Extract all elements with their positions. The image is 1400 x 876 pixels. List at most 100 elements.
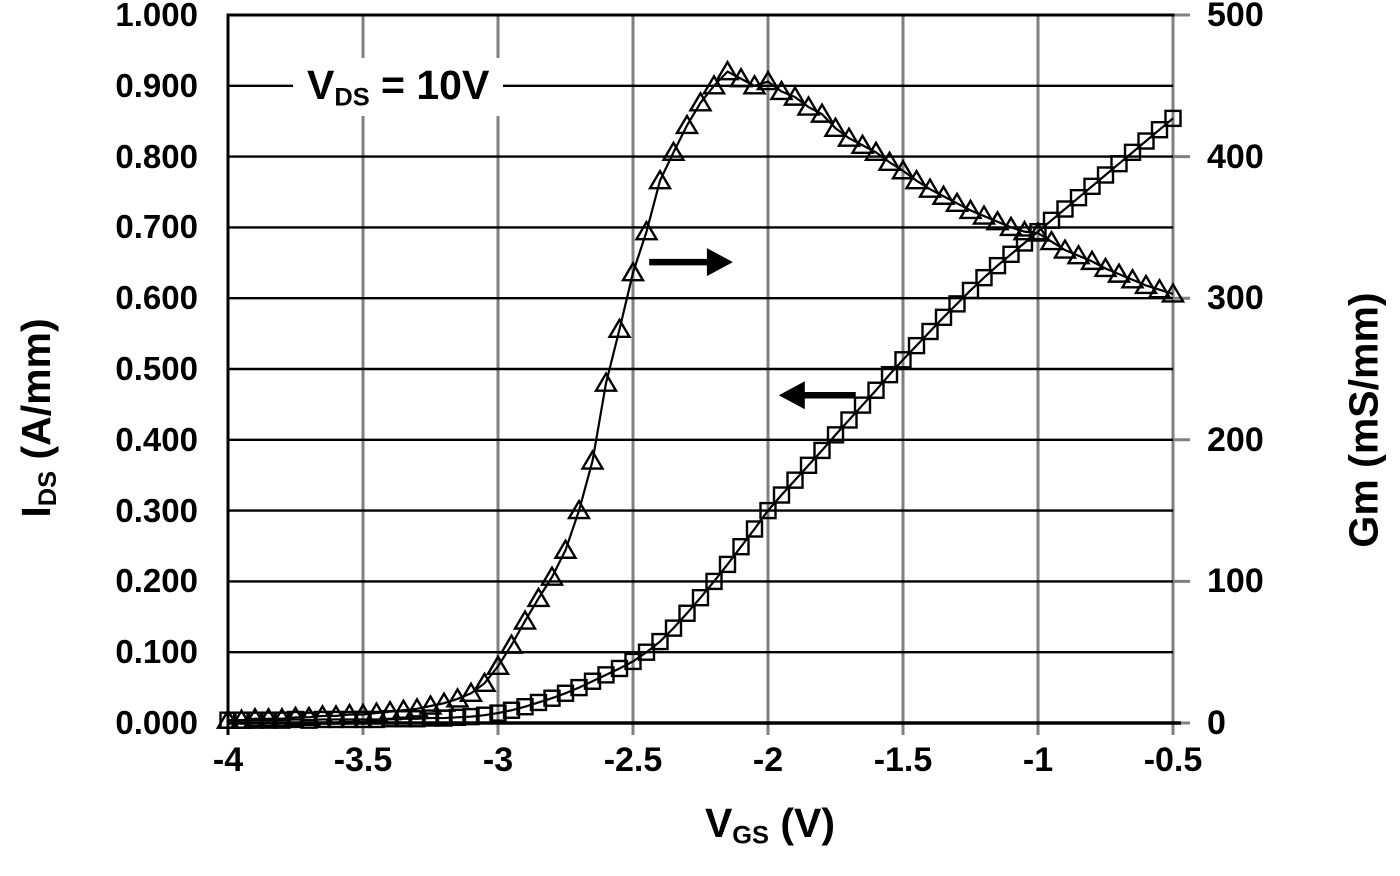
vds-condition-annotation: VDS = 10V [293, 58, 504, 117]
triangle-marker [877, 150, 902, 171]
triangle-marker [377, 699, 403, 721]
triangle-marker [526, 586, 551, 608]
square-marker [1042, 211, 1061, 230]
square-marker [705, 572, 723, 591]
triangle-marker [890, 158, 916, 180]
triangle-marker [769, 79, 794, 101]
triangle-marker [931, 184, 956, 205]
triangle-marker [620, 260, 646, 282]
x-axis-title: VGS (V) [704, 800, 836, 850]
triangle-marker [1066, 243, 1091, 265]
triangle-marker [971, 204, 997, 225]
triangle-marker [958, 198, 983, 220]
triangle-marker [836, 126, 862, 147]
triangle-marker [391, 698, 416, 719]
triangle-marker [688, 90, 713, 112]
triangle-marker [1025, 221, 1051, 242]
triangle-marker [1012, 219, 1037, 241]
triangle-marker [1133, 273, 1159, 295]
square-marker [448, 708, 467, 727]
triangle-marker [553, 538, 578, 559]
triangle-marker [418, 694, 443, 715]
triangle-marker [796, 95, 821, 116]
square-marker [921, 322, 939, 341]
square-marker [1150, 120, 1169, 139]
triangle-marker [701, 73, 727, 95]
triangle-marker [728, 66, 754, 88]
square-marker [840, 411, 858, 429]
triangle-marker [755, 69, 781, 91]
triangle-marker [310, 704, 335, 725]
square-marker [678, 604, 696, 622]
square-marker [867, 381, 885, 399]
square-marker [1083, 177, 1101, 196]
square-marker [516, 698, 534, 716]
triangle-marker [539, 565, 565, 586]
square-marker [880, 365, 899, 384]
triangle-marker [1106, 262, 1132, 283]
square-marker [664, 619, 683, 637]
triangle-marker [512, 609, 538, 630]
left-arrow [778, 381, 856, 410]
triangle-marker [863, 140, 889, 162]
triangle-marker [985, 209, 1010, 231]
square-marker [745, 520, 764, 538]
y-right-axis-title: Gm (mS/mm) [1340, 292, 1387, 548]
square-marker [1164, 109, 1182, 128]
triangle-marker [323, 704, 349, 725]
square-marker [961, 281, 980, 300]
triangle-marker [782, 85, 808, 106]
triangle-marker [269, 706, 295, 728]
square-marker [421, 709, 440, 727]
square-marker [826, 426, 845, 444]
triangle-marker [350, 702, 376, 724]
triangle-marker [1120, 267, 1145, 289]
square-marker [1056, 200, 1074, 218]
square-marker [475, 706, 494, 724]
square-marker [853, 396, 872, 414]
triangle-marker [850, 133, 875, 154]
triangle-marker [485, 654, 511, 676]
square-marker [624, 652, 642, 671]
triangle-marker [256, 706, 281, 728]
square-marker [894, 351, 912, 369]
triangle-marker [215, 708, 241, 729]
square-marker [543, 689, 561, 707]
square-marker [934, 308, 953, 327]
square-marker [637, 643, 656, 661]
triangle-marker [1039, 229, 1064, 251]
triangle-marker [566, 498, 592, 520]
square-marker [1137, 132, 1155, 150]
square-marker [799, 456, 818, 474]
triangle-marker [998, 215, 1024, 237]
square-marker [489, 704, 507, 722]
triangle-marker [296, 705, 322, 727]
triangle-marker [1052, 238, 1078, 259]
triangle-marker [944, 191, 970, 213]
triangle-marker [1160, 282, 1186, 303]
triangle-marker [229, 708, 254, 729]
triangle-marker [1147, 277, 1172, 299]
square-marker [556, 684, 575, 702]
triangle-marker [904, 168, 929, 190]
square-marker [975, 268, 993, 287]
square-marker [1096, 166, 1115, 184]
triangle-marker [823, 116, 848, 137]
square-marker [691, 588, 710, 607]
triangle-marker [499, 633, 524, 654]
triangle-marker [458, 681, 484, 702]
triangle-marker [1093, 256, 1118, 278]
triangle-marker [593, 371, 619, 392]
square-marker [1069, 188, 1088, 207]
triangle-marker [337, 702, 362, 724]
axis-spines [226, 13, 1181, 735]
square-marker [462, 707, 480, 726]
triangle-marker [472, 671, 497, 693]
square-marker [948, 295, 966, 313]
triangle-marker [661, 140, 686, 162]
vertical-gridlines [361, 15, 1175, 735]
square-marker [1110, 154, 1128, 173]
square-marker [759, 501, 777, 520]
triangle-marker [364, 701, 389, 722]
